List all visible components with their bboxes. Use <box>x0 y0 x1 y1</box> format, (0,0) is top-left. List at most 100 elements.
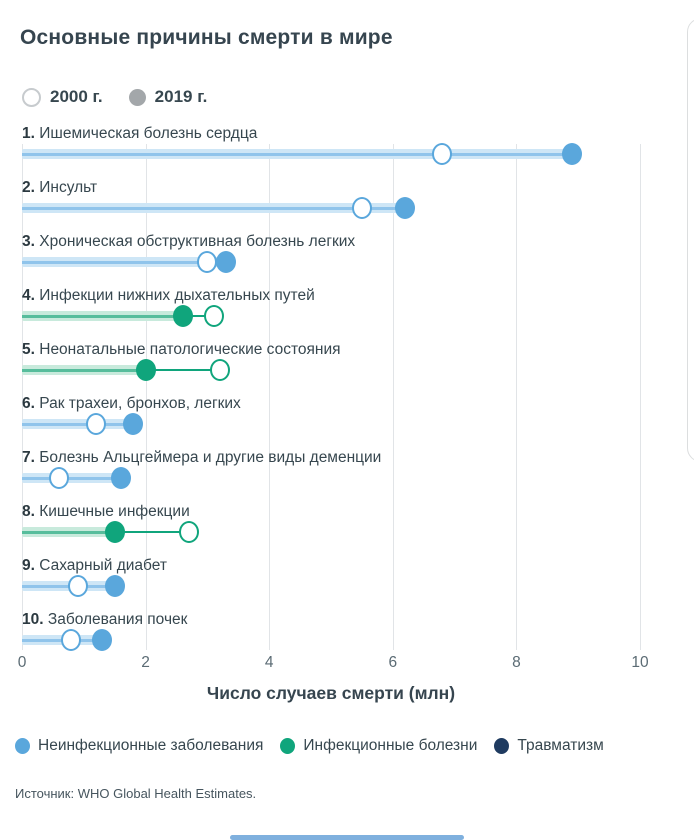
cause-label: 5. Неонатальные патологические состояния <box>22 341 341 358</box>
dot-2019[interactable] <box>172 305 193 327</box>
value-line <box>22 530 115 534</box>
value-line <box>22 422 134 426</box>
year-legend-item-2019[interactable]: 2019 г. <box>128 87 208 107</box>
cause-rank: 7. <box>22 449 35 466</box>
value-line <box>22 152 573 156</box>
value-line <box>22 368 146 372</box>
gridline <box>640 144 641 650</box>
cause-track <box>0 412 694 436</box>
dot-2000[interactable] <box>61 629 82 651</box>
cause-rank: 10. <box>22 611 44 628</box>
x-axis-tick: 8 <box>512 654 521 671</box>
dot-2019[interactable] <box>104 521 125 543</box>
cause-track <box>0 466 694 490</box>
dot-2019[interactable] <box>135 359 156 381</box>
category-legend-item[interactable]: Травматизм <box>494 737 604 755</box>
connector-line <box>182 315 214 317</box>
dumbbell-chart: Число случаев смерти (млн) 0 2 4 6 8 10 1. Ише… <box>0 122 694 722</box>
cause-label: 7. Болезнь Альцгеймера и другие виды дем… <box>22 449 382 466</box>
value-line <box>22 206 406 210</box>
cause-row: 6. Рак трахеи, бронхов, легких <box>0 392 694 446</box>
dot-2000[interactable] <box>49 467 70 489</box>
dot-2000[interactable] <box>67 575 88 597</box>
dot-2019[interactable] <box>104 575 125 597</box>
dot-2019[interactable] <box>92 629 113 651</box>
year-2019-label: 2019 г. <box>154 87 208 106</box>
category-legend-label: Травматизм <box>517 737 604 754</box>
cause-rank: 3. <box>22 233 35 250</box>
cause-label: 8. Кишечные инфекции <box>22 503 190 520</box>
filled-circle-icon <box>128 88 146 106</box>
legend-dot-icon <box>280 738 296 754</box>
dot-2000[interactable] <box>209 359 230 381</box>
dot-2019[interactable] <box>110 467 131 489</box>
cause-rank: 9. <box>22 557 35 574</box>
category-legend-label: Неинфекционные заболевания <box>38 737 264 754</box>
category-legend-item[interactable]: Инфекционные болезни <box>280 737 477 755</box>
cause-track <box>0 628 694 652</box>
cause-track <box>0 196 694 220</box>
legend-dot-icon <box>494 738 510 754</box>
value-line <box>22 260 226 264</box>
x-axis-tick: 6 <box>388 654 398 671</box>
dot-2019[interactable] <box>123 413 144 435</box>
cause-label: 4. Инфекции нижних дыхательных путей <box>22 287 315 304</box>
cause-row: 7. Болезнь Альцгеймера и другие виды дем… <box>0 446 694 500</box>
gridline <box>392 144 394 650</box>
connector-line <box>114 531 189 533</box>
dot-2019[interactable] <box>395 197 416 219</box>
cause-label: 1. Ишемическая болезнь сердца <box>22 125 258 142</box>
dot-2019[interactable] <box>562 143 583 165</box>
cause-row: 3. Хроническая обструктивная болезнь лег… <box>0 230 694 284</box>
category-legend-label: Инфекционные болезни <box>303 737 478 754</box>
bottom-scroll-indicator[interactable] <box>230 835 464 840</box>
cause-rank: 4. <box>22 287 35 304</box>
category-legend-item[interactable]: Неинфекционные заболевания <box>15 737 263 755</box>
category-legend: Неинфекционные заболевания Инфекционные б… <box>15 736 694 756</box>
cause-track <box>0 520 694 544</box>
cause-track <box>0 250 694 274</box>
gridline <box>269 144 271 650</box>
cause-label: 10. Заболевания почек <box>22 611 188 628</box>
dot-2000[interactable] <box>197 251 218 273</box>
year-legend-item-2000[interactable]: 2000 г. <box>22 87 103 107</box>
cause-track <box>0 358 694 382</box>
cause-rank: 8. <box>22 503 35 520</box>
gridline <box>516 144 518 650</box>
x-axis-tick: 0 <box>17 654 27 671</box>
cause-row: 9. Сахарный диабет <box>0 554 694 608</box>
value-line <box>22 476 121 480</box>
cause-row: 2. Инсульт <box>0 176 694 230</box>
open-circle-icon <box>22 87 41 107</box>
cause-row: 5. Неонатальные патологические состояния <box>0 338 694 392</box>
cause-row: 8. Кишечные инфекции <box>0 500 694 554</box>
gridline <box>145 144 147 650</box>
year-2000-label: 2000 г. <box>50 87 103 106</box>
cause-row: 10. Заболевания почек <box>0 608 694 662</box>
x-axis-title: Число случаев смерти (млн) <box>206 683 456 703</box>
cause-rank: 1. <box>22 125 35 142</box>
cause-rank: 6. <box>22 395 35 412</box>
cause-row: 1. Ишемическая болезнь сердца <box>0 122 694 176</box>
cause-label: 2. Инсульт <box>22 179 98 196</box>
year-legend: 2000 г. 2019 г. <box>22 86 694 108</box>
legend-dot-icon <box>15 738 30 754</box>
dot-2000[interactable] <box>203 305 224 327</box>
page-title: Основные причины смерти в мире <box>20 26 393 49</box>
x-axis-tick: 2 <box>141 654 150 671</box>
cause-track <box>0 142 694 166</box>
next-card-edge[interactable] <box>687 18 694 462</box>
dot-2000[interactable] <box>432 143 453 165</box>
x-axis-tick: 10 <box>631 654 649 671</box>
gridline <box>22 144 23 650</box>
source-note: Источник: WHO Global Health Estimates. <box>15 786 257 801</box>
cause-rank: 2. <box>22 179 35 196</box>
dot-2000[interactable] <box>178 521 199 543</box>
dot-2000[interactable] <box>86 413 107 435</box>
dot-2019[interactable] <box>215 251 236 273</box>
value-line <box>22 314 183 318</box>
x-axis-tick: 4 <box>264 654 274 671</box>
cause-row: 4. Инфекции нижних дыхательных путей <box>0 284 694 338</box>
dot-2000[interactable] <box>351 197 372 219</box>
